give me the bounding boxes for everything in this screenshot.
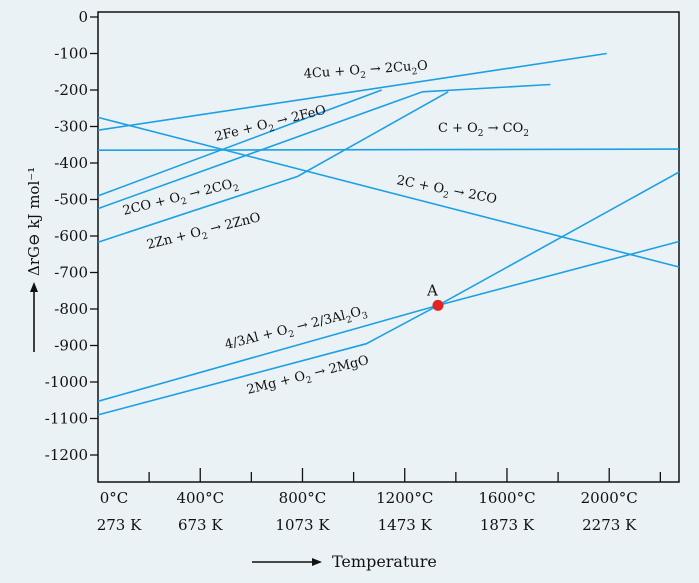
- series-line: [97, 91, 449, 243]
- label-c-co: 2C + O2 → 2CO: [395, 173, 498, 210]
- y-tick-label: -500: [54, 191, 88, 209]
- x-axis-ticks: 0°C 273 K 400°C 673 K 800°C 1073 K 1200°C 1473 …: [97, 468, 661, 534]
- label-mg: 2Mg + O2 → 2MgO: [245, 353, 371, 401]
- x-tick-label-celsius: 1200°C: [376, 489, 433, 507]
- series-line: [97, 83, 551, 210]
- series-line: [97, 89, 382, 197]
- x-axis-arrow-icon: [312, 558, 322, 566]
- x-tick-label-kelvin: 1073 K: [275, 516, 330, 534]
- y-tick-label: -600: [54, 227, 88, 245]
- y-tick-label: -400: [54, 154, 88, 172]
- label-al: 4/3Al + O2 → 2/3Al2O3: [223, 303, 369, 356]
- svg-text:ΔrG⊖ kJ mol⁻¹: ΔrG⊖ kJ mol⁻¹: [25, 167, 43, 276]
- x-tick-label-celsius: 1600°C: [478, 489, 535, 507]
- y-tick-label: -1200: [45, 446, 88, 464]
- y-axis-ticks: 0 -100 -200 -300 -400 -500 -600 -700 -800 -900 -10…: [45, 8, 98, 464]
- svg-text:4Cu + O2 → 2Cu2O: 4Cu + O2 → 2Cu2O: [303, 58, 428, 85]
- plot-frame: [97, 11, 680, 483]
- y-tick-label: -300: [54, 118, 88, 136]
- svg-text:4/3Al + O2 → 2/3Al2O3: 4/3Al + O2 → 2/3Al2O3: [223, 303, 369, 356]
- y-tick-label: -1000: [45, 373, 88, 391]
- x-axis-title: Temperature: [252, 552, 437, 571]
- y-tick-label: -700: [54, 264, 88, 282]
- label-zn: 2Zn + O2 → 2ZnO: [145, 210, 263, 256]
- point-a-marker: [432, 299, 444, 311]
- series-line: [97, 52, 607, 131]
- x-tick-label-kelvin: 273 K: [97, 516, 142, 534]
- x-tick-label-celsius: 800°C: [279, 489, 327, 507]
- series-line: [97, 171, 680, 416]
- svg-text:Temperature: Temperature: [332, 552, 437, 571]
- y-tick-label: 0: [78, 8, 88, 26]
- svg-text:2C + O2 → 2CO: 2C + O2 → 2CO: [395, 173, 498, 210]
- y-tick-label: -100: [54, 45, 88, 63]
- series-line: [97, 240, 680, 403]
- x-tick-label-celsius: 400°C: [176, 489, 224, 507]
- series-line: [97, 116, 680, 268]
- y-axis-title: ΔrG⊖ kJ mol⁻¹: [25, 167, 43, 352]
- y-axis-arrow-icon: [30, 282, 38, 292]
- point-a-label: A: [426, 281, 438, 299]
- label-c-co2: C + O2 → CO2: [438, 121, 529, 139]
- svg-text:2Mg + O2 → 2MgO: 2Mg + O2 → 2MgO: [245, 353, 371, 401]
- x-tick-label-kelvin: 2273 K: [582, 516, 637, 534]
- y-tick-label: -200: [54, 81, 88, 99]
- label-cu: 4Cu + O2 → 2Cu2O: [303, 58, 428, 85]
- x-tick-label-celsius: 0°C: [100, 489, 129, 507]
- y-tick-label: -1100: [45, 410, 88, 428]
- y-tick-label: -900: [54, 337, 88, 355]
- x-tick-label-kelvin: 1473 K: [378, 516, 433, 534]
- x-tick-label-kelvin: 673 K: [178, 516, 223, 534]
- x-tick-label-kelvin: 1873 K: [480, 516, 535, 534]
- x-tick-label-celsius: 2000°C: [581, 489, 638, 507]
- y-tick-label: -800: [54, 300, 88, 318]
- svg-text:C + O2 → CO2: C + O2 → CO2: [438, 121, 529, 139]
- series-line: [97, 148, 680, 151]
- svg-text:2Zn + O2 → 2ZnO: 2Zn + O2 → 2ZnO: [145, 210, 263, 256]
